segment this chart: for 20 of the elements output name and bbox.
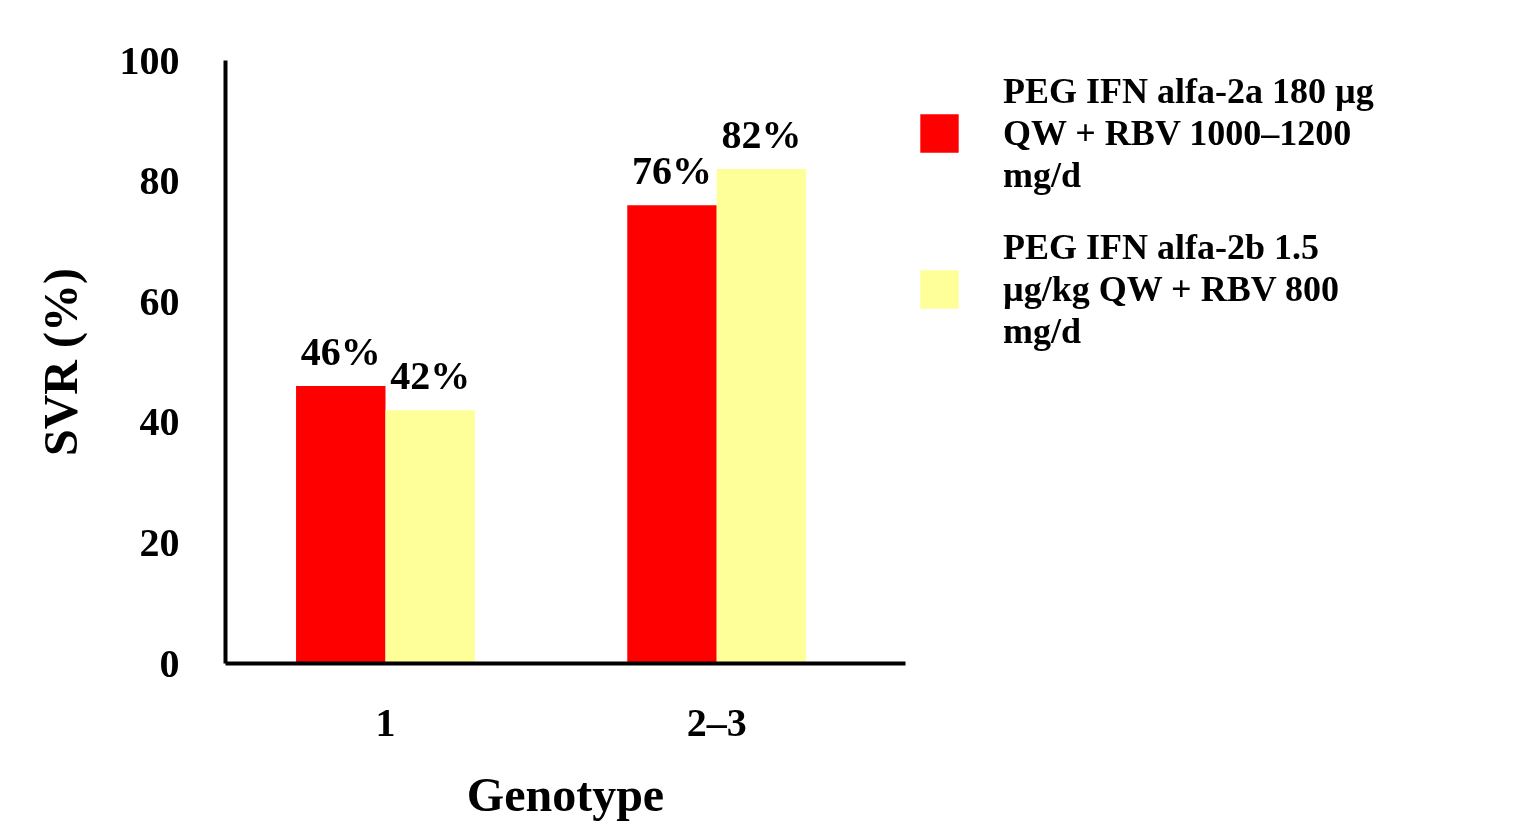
legend-label: PEG IFN alfa-2a 180 µg QW + RBV 1000–1200 mg/d bbox=[1003, 70, 1374, 196]
y-tick-label: 60 bbox=[139, 278, 180, 324]
y-tick-label: 0 bbox=[159, 640, 180, 686]
legend-label: PEG IFN alfa-2b 1.5 µg/kg QW + RBV 800 mg/d bbox=[1003, 226, 1339, 352]
bar bbox=[716, 169, 807, 664]
y-tick-label: 80 bbox=[139, 158, 180, 204]
bar bbox=[296, 386, 386, 664]
y-tick-label: 100 bbox=[119, 37, 180, 83]
bar bbox=[627, 205, 717, 664]
data-label: 42% bbox=[390, 353, 471, 399]
y-tick-label: 20 bbox=[139, 519, 180, 565]
x-tick-label: 1 bbox=[375, 699, 396, 745]
x-axis-title: Genotype bbox=[466, 767, 665, 821]
y-tick-label: 40 bbox=[139, 399, 180, 445]
data-label: 76% bbox=[631, 148, 712, 194]
data-label: 46% bbox=[300, 329, 381, 375]
y-axis-title: SVR (%) bbox=[33, 268, 88, 456]
x-tick-label: 2–3 bbox=[686, 699, 747, 745]
data-label: 82% bbox=[721, 112, 802, 158]
bar bbox=[385, 410, 475, 664]
